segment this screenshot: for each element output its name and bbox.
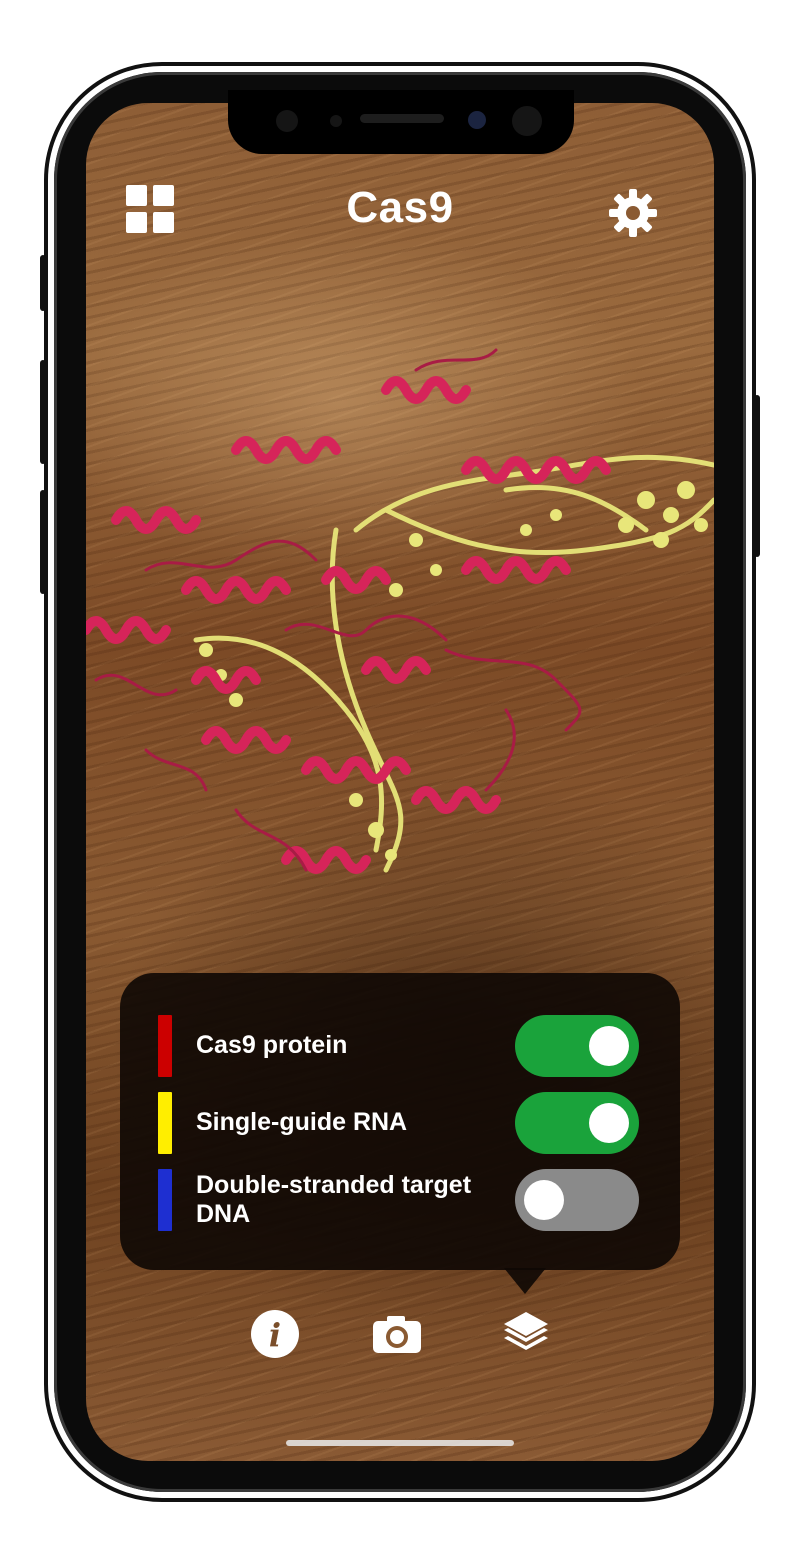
- layer-label: Single-guide RNA: [196, 1108, 408, 1136]
- proximity-sensor: [330, 115, 342, 127]
- volume-up-button: [40, 360, 46, 464]
- layer-color-swatch: [158, 1092, 172, 1154]
- volume-down-button: [40, 490, 46, 594]
- svg-text:i: i: [269, 1316, 281, 1354]
- protein-helices: [86, 376, 611, 874]
- front-camera-right: [512, 106, 542, 136]
- toggle-knob: [589, 1103, 629, 1143]
- layer-row-double-stranded-dna: Double-stranded target DNA: [158, 1169, 648, 1231]
- layers-icon[interactable]: [500, 1308, 552, 1360]
- layer-color-swatch: [158, 1015, 172, 1077]
- layer-toggle-double-stranded-dna[interactable]: [515, 1169, 639, 1231]
- layer-row-cas9-protein: Cas9 protein: [158, 1015, 648, 1077]
- cas9-molecule-model[interactable]: [86, 330, 714, 930]
- earpiece-speaker: [360, 114, 444, 123]
- gear-icon[interactable]: [608, 188, 658, 238]
- grid-icon[interactable]: [126, 185, 174, 233]
- mute-switch: [40, 255, 46, 311]
- info-icon[interactable]: i: [249, 1308, 301, 1360]
- toggle-knob: [589, 1026, 629, 1066]
- app-title: Cas9: [346, 183, 454, 232]
- layer-toggle-cas9-protein[interactable]: [515, 1015, 639, 1077]
- home-indicator[interactable]: [286, 1440, 514, 1446]
- power-button: [754, 395, 760, 557]
- camera-icon[interactable]: [371, 1308, 423, 1360]
- rna-strand: [193, 454, 714, 873]
- front-camera-left: [276, 110, 298, 132]
- layer-row-single-guide-rna: Single-guide RNA: [158, 1092, 648, 1154]
- layer-color-swatch: [158, 1169, 172, 1231]
- layer-toggle-single-guide-rna[interactable]: [515, 1092, 639, 1154]
- protein-loops: [94, 348, 582, 872]
- front-camera: [468, 111, 486, 129]
- toggle-knob: [524, 1180, 564, 1220]
- layer-label: Double-stranded target DNA: [196, 1171, 472, 1228]
- rna-bases: [199, 481, 708, 861]
- layer-label: Cas9 protein: [196, 1031, 348, 1059]
- layers-popup-pointer: [504, 1268, 546, 1294]
